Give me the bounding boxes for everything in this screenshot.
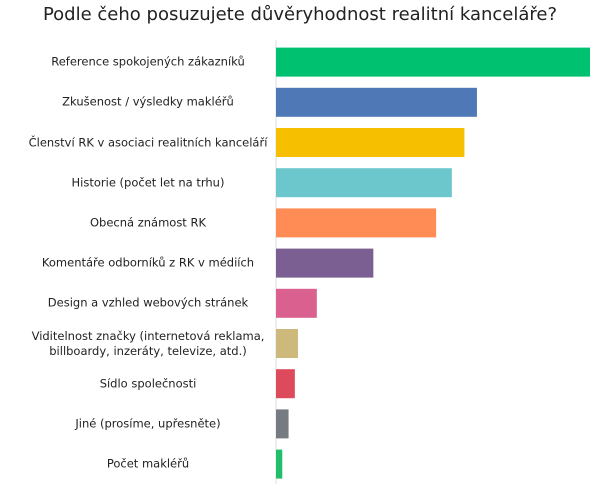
y-tick-label: Historie (počet let na trhu) [71, 175, 225, 190]
bar [276, 47, 590, 77]
y-tick-label: Sídlo společnosti [99, 376, 197, 391]
y-tick-label: Jiné (prosíme, upřesněte) [75, 416, 221, 431]
bar [276, 128, 465, 157]
y-tick-label: Komentáře odborníků z RK v médiích [41, 255, 255, 270]
bar [276, 449, 283, 479]
y-tick-label: Členství RK v asociaci realitních kancel… [28, 135, 268, 149]
bar [276, 87, 477, 117]
y-tick-label: Počet makléřů [106, 456, 190, 471]
bar [276, 329, 298, 358]
y-tick-label: Zkušenost / výsledky makléřů [62, 94, 234, 109]
bar [276, 369, 295, 399]
bar [276, 208, 437, 238]
bar [276, 168, 452, 198]
y-tick-label: Viditelnost značky (internetová reklama,… [31, 328, 265, 358]
y-tick-label: Reference spokojených zákazníků [51, 54, 245, 69]
y-tick-label: Design a vzhled webových stránek [47, 295, 249, 310]
bar [276, 409, 289, 439]
chart-title: Podle čeho posuzujete důvěryhodnost real… [42, 4, 558, 25]
y-tick-label: Obecná známost RK [89, 215, 207, 230]
bar [276, 288, 317, 318]
bar [276, 248, 374, 278]
